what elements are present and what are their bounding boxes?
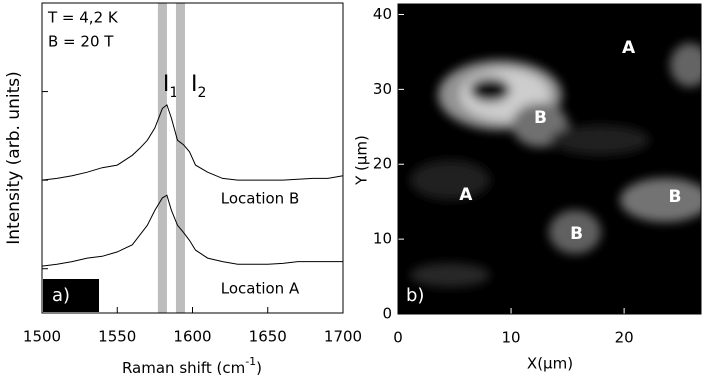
band (175, 3, 185, 313)
y-tick-label: 30 (373, 80, 392, 98)
x-tick-label: 1600 (173, 328, 211, 346)
band (157, 3, 167, 313)
x-axis-label-sup: -1 (245, 355, 256, 368)
x-axis-label-end: ) (256, 359, 262, 377)
x-tick-label: 1700 (324, 328, 362, 346)
series-label: Location A (221, 280, 300, 298)
region-label: B (669, 187, 682, 207)
panel-label: b) (406, 285, 424, 306)
frame (397, 3, 702, 315)
y-tick-label: 20 (373, 155, 392, 173)
y-axis-label: Y (μm) (353, 135, 371, 186)
region-label: A (459, 185, 473, 205)
band-label-main: I (163, 72, 170, 97)
spectrum-line (41, 104, 344, 181)
y-tick-label: 10 (373, 230, 392, 248)
x-axis-label: Raman shift (cm-1) (122, 355, 262, 377)
map-image (398, 4, 701, 314)
band-label-sub: 1 (169, 85, 178, 101)
panel-label-bg (43, 279, 99, 312)
panel-label: a) (52, 285, 70, 306)
series-label: Location B (221, 190, 300, 208)
band-label: I1 (163, 72, 178, 101)
x-tick-label: 1650 (249, 328, 287, 346)
annotation: T = 4,2 K (47, 9, 119, 27)
region-label: B (534, 108, 547, 128)
x-axis-label-main: Raman shift (cm (122, 359, 245, 377)
region-label: A (622, 38, 636, 58)
x-tick-label: 10 (502, 329, 521, 347)
frame (41, 2, 344, 314)
x-tick-label: 1550 (98, 328, 136, 346)
x-tick-label: 0 (393, 329, 403, 347)
band-label: I2 (191, 72, 206, 101)
y-tick-label: 0 (382, 305, 392, 323)
spectrum-line (41, 194, 343, 267)
band-label-main: I (191, 72, 198, 97)
x-tick-label: 20 (615, 329, 634, 347)
region-label: B (570, 224, 583, 244)
y-axis-label: Intensity (arb. units) (4, 71, 24, 244)
y-tick-label: 40 (373, 5, 392, 23)
annotation: B = 20 T (48, 33, 114, 51)
band-label-sub: 2 (197, 85, 206, 101)
x-tick-label: 1500 (23, 328, 61, 346)
x-axis-label: X(μm) (527, 355, 573, 373)
